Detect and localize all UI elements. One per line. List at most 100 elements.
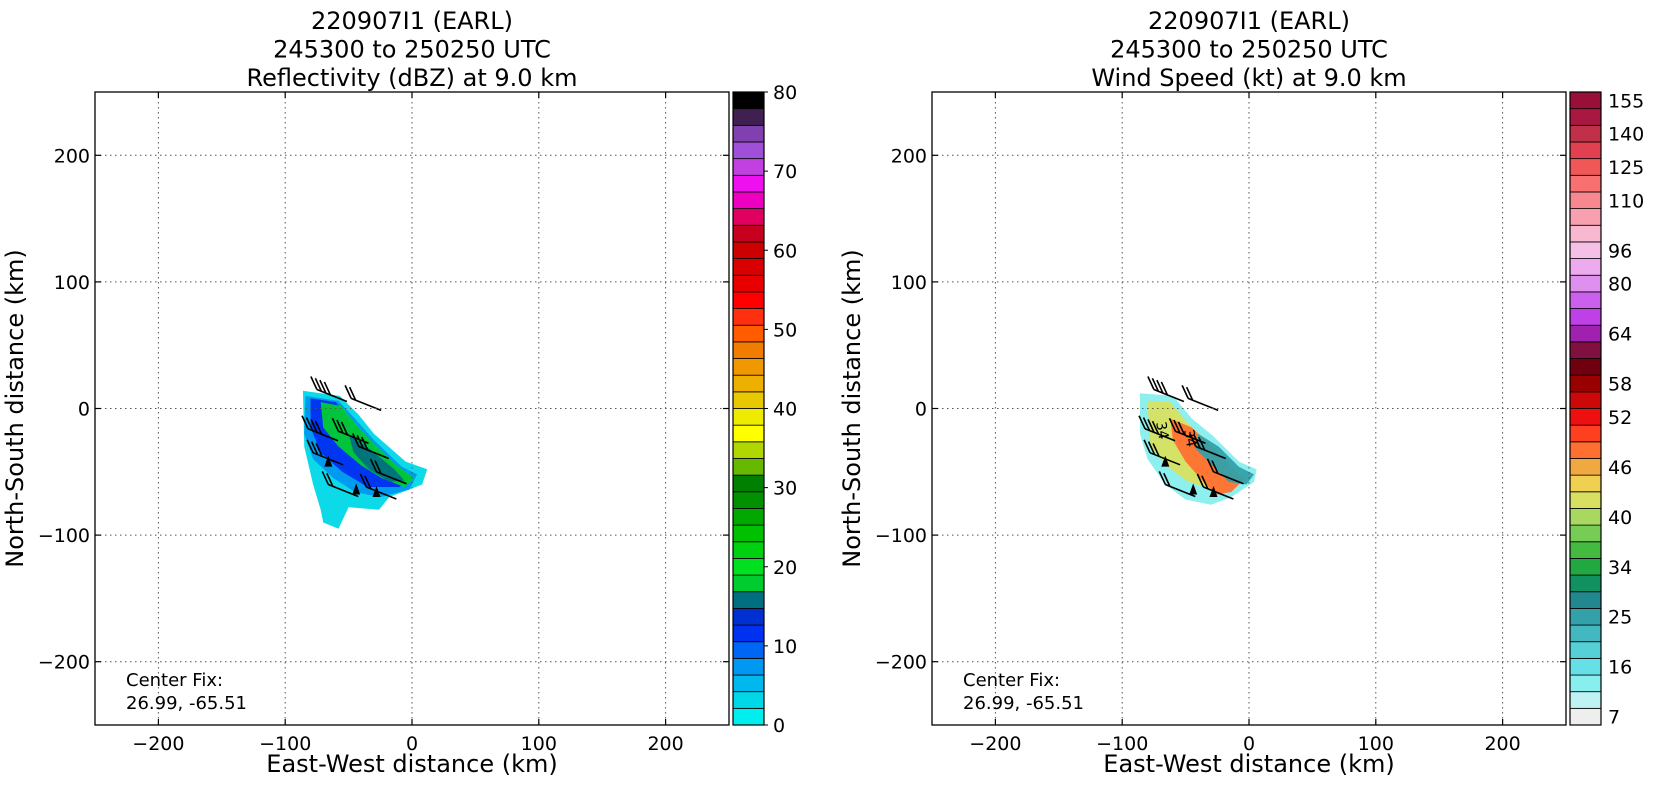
wind-barb-flag <box>359 473 368 488</box>
wind-barb-flag <box>1211 460 1219 474</box>
colorbar-segment <box>732 674 765 693</box>
wind-barb-flag <box>326 472 334 487</box>
wind-barb-flag <box>315 443 323 457</box>
wind-barb-3 <box>1138 415 1176 442</box>
colorbar-segment <box>732 524 765 543</box>
colorbar-segment <box>1569 491 1602 509</box>
wind-barb-flag <box>1181 385 1189 399</box>
colorbar-segment <box>732 241 765 259</box>
x-tick-label: −200 <box>132 733 184 755</box>
wind-barb-shaft <box>366 486 397 500</box>
colorbar-segment <box>732 341 765 359</box>
colorbar-segment <box>1569 657 1602 676</box>
x-tick-label: 100 <box>521 733 557 755</box>
wind-barb-flag <box>306 439 314 454</box>
wind-barb-flag <box>1143 439 1151 454</box>
colorbar-segment <box>1569 141 1602 160</box>
colorbar-segment <box>1569 541 1602 559</box>
x-axis-label: East-West distance (km) <box>266 750 557 778</box>
x-axis-label: East-West distance (km) <box>1103 750 1394 778</box>
colorbar-segment <box>1569 524 1602 543</box>
colorbar-segment <box>1569 191 1602 210</box>
wind-barb-flag <box>361 436 369 451</box>
center-fix-annotation-line-2: 26.99, -65.51 <box>963 693 1084 714</box>
colorbar-segment <box>1569 508 1602 526</box>
wind-barb-pennant-2 <box>352 483 361 495</box>
colorbar-segment <box>1569 358 1602 376</box>
wind-barb-6 <box>1189 433 1227 460</box>
wind-barb-shaft <box>358 445 390 460</box>
wind-barb-flag <box>1147 419 1155 433</box>
chart-title-line-2: 245300 to 250250 UTC <box>1110 36 1388 64</box>
colorbar-segment <box>732 491 765 509</box>
wind-barb-flag <box>331 417 340 432</box>
colorbar-segment <box>732 657 765 676</box>
wind-barb-flag <box>1173 419 1181 434</box>
colorbar-tick-label: 64 <box>1608 324 1632 346</box>
wind-barb-2 <box>344 385 382 412</box>
colorbar-tick-label: 40 <box>1608 507 1632 529</box>
colorbar-segment <box>732 607 765 626</box>
x-tick-label: 200 <box>647 733 683 755</box>
colorbar-segment <box>732 391 765 409</box>
wind-barb-flag <box>1168 417 1177 432</box>
wind-barb-flag <box>1142 417 1151 431</box>
chart-title-line-1: 220907I1 (EARL) <box>1148 7 1350 35</box>
colorbar-tick-label: 80 <box>1608 274 1632 296</box>
wind-barb-flag <box>1185 386 1194 401</box>
wind-barb-flag <box>348 386 357 401</box>
wind-barb-shaft <box>307 428 339 442</box>
colorbar-segment <box>732 191 765 210</box>
colorbar-tick-label: 110 <box>1608 190 1644 212</box>
colorbar-segment <box>1569 224 1602 243</box>
colorbar-tick-label: 50 <box>773 319 797 341</box>
wind-barb-flag <box>344 385 352 399</box>
wind-barb-flag <box>1198 436 1206 451</box>
chart-panel-1: 220907I1 (EARL)245300 to 250250 UTCRefle… <box>1 7 797 778</box>
x-tick-label: 100 <box>1358 733 1394 755</box>
colorbar-segment <box>1569 607 1602 626</box>
colorbar-segment <box>1569 408 1602 426</box>
wind-barb-flag <box>1156 379 1164 394</box>
wind-barb-flag <box>364 475 372 490</box>
y-tick-label: 100 <box>54 272 90 294</box>
colorbar-segment <box>732 408 765 426</box>
wind-barb-flag <box>1193 434 1201 449</box>
wind-barb-flag <box>1163 472 1171 487</box>
data-field <box>301 376 428 529</box>
contour-label-1: 34 <box>1152 420 1171 440</box>
colorbar-tick-label: 16 <box>1608 657 1632 679</box>
chart-panel-2: 220907I1 (EARL)245300 to 250250 UTCWind … <box>838 7 1644 778</box>
colorbar-segment <box>732 274 765 293</box>
colorbar-segment <box>732 91 765 110</box>
y-tick-label: 0 <box>78 399 90 421</box>
colorbar-tick-label: 40 <box>773 399 797 421</box>
wind-barb-pennant-1 <box>1161 455 1170 467</box>
colorbar-tick-label: 0 <box>773 715 785 737</box>
wind-barb-flag <box>1206 458 1215 473</box>
colorbar-tick-label: 96 <box>1608 240 1632 262</box>
colorbar-segment <box>732 458 765 476</box>
wind-barb-shaft <box>1203 486 1234 500</box>
x-tick-label: −100 <box>1096 733 1148 755</box>
y-tick-label: −100 <box>38 525 90 547</box>
wind-barb-flag <box>314 377 323 392</box>
colorbar-segment <box>732 424 765 443</box>
colorbar-segment <box>1569 424 1602 443</box>
wind-barb-9 <box>1196 473 1234 500</box>
wind-barb-7 <box>1206 458 1244 485</box>
wind-barb-flag <box>305 417 314 431</box>
wind-barb-pennant-2 <box>1189 483 1198 495</box>
colorbar-segment <box>732 174 765 193</box>
x-tick-label: 0 <box>1243 733 1255 755</box>
colorbar-segment <box>1569 707 1602 726</box>
wind-barb-flag <box>323 381 332 396</box>
colorbar-tick-label: 60 <box>773 240 797 262</box>
y-tick-label: 200 <box>54 145 90 167</box>
center-fix-annotation-line-2: 26.99, -65.51 <box>126 693 247 714</box>
center-fix-annotation-line-1: Center Fix: <box>963 670 1060 691</box>
contour-label-2: 34 <box>1180 428 1199 448</box>
wind-barb-flag <box>352 433 360 447</box>
y-tick-label: −200 <box>38 652 90 674</box>
colorbar-segment <box>1569 691 1602 709</box>
